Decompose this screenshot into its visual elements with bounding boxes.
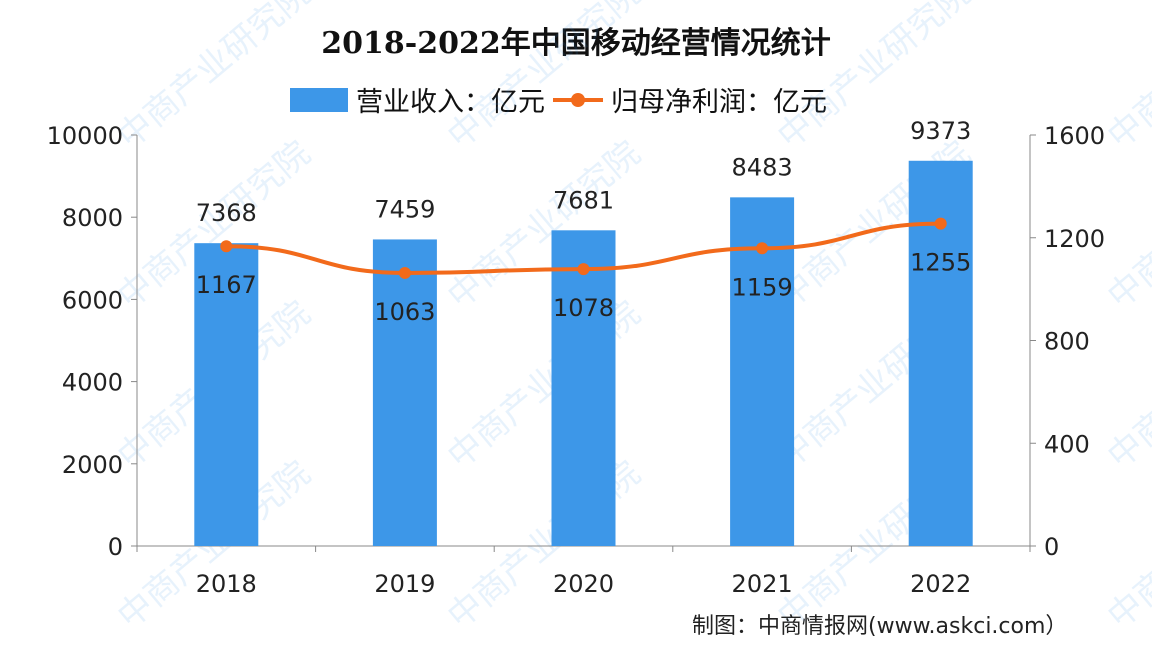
line-label: 1063 xyxy=(374,298,435,326)
bar-label: 7681 xyxy=(553,186,614,214)
profit-point-2021 xyxy=(756,242,769,255)
bar-2020 xyxy=(551,230,616,546)
watermark: 中商产业研究院 xyxy=(1100,453,1152,637)
x-tick-label: 2020 xyxy=(553,570,614,598)
bar-label: 7368 xyxy=(196,199,257,227)
line-label: 1159 xyxy=(732,273,793,301)
x-tick-label: 2019 xyxy=(374,570,435,598)
right-tick-label: 1600 xyxy=(1044,122,1105,150)
right-tick-label: 0 xyxy=(1044,533,1059,561)
left-tick-label: 2000 xyxy=(62,451,123,479)
watermark: 中商产业研究院 xyxy=(1100,133,1152,317)
watermark: 中商产业研究院 xyxy=(440,453,648,637)
bar-label: 8483 xyxy=(732,153,793,181)
watermark: 中商产业研究院 xyxy=(1100,293,1152,477)
watermark: 中商产业研究院 xyxy=(440,0,648,157)
left-tick-label: 4000 xyxy=(62,369,123,397)
left-tick-label: 6000 xyxy=(62,286,123,314)
watermark: 中商产业研究院 xyxy=(440,133,648,317)
left-tick-label: 8000 xyxy=(62,204,123,232)
bar-label: 7459 xyxy=(374,195,435,223)
source-note: 制图：中商情报网(www.askci.com） xyxy=(692,614,1068,639)
chart-title: 2018-2022年中国移动经营情况统计 xyxy=(321,26,831,61)
left-tick-label: 0 xyxy=(108,533,123,561)
right-tick-label: 400 xyxy=(1044,430,1090,458)
bar-2018 xyxy=(194,243,259,546)
bar-2021 xyxy=(730,197,795,546)
bar-2019 xyxy=(372,239,437,546)
legend-label-profit: 归母净利润：亿元 xyxy=(611,87,827,118)
left-tick-label: 10000 xyxy=(47,122,123,150)
profit-point-2020 xyxy=(577,263,590,276)
profit-point-2022 xyxy=(934,217,947,230)
bar-label: 9373 xyxy=(910,117,971,145)
x-tick-label: 2021 xyxy=(732,570,793,598)
x-tick-label: 2022 xyxy=(910,570,971,598)
watermark: 中商产业研究院 xyxy=(110,0,318,157)
line-label: 1167 xyxy=(196,271,257,299)
right-tick-label: 1200 xyxy=(1044,225,1105,253)
right-tick-label: 800 xyxy=(1044,328,1090,356)
legend: 营业收入：亿元 归母净利润：亿元 xyxy=(290,80,827,119)
profit-point-2019 xyxy=(398,266,411,279)
line-label: 1255 xyxy=(910,249,971,277)
watermark: 中商产业研究院 xyxy=(440,293,648,477)
legend-line-swatch xyxy=(553,92,603,107)
x-tick-label: 2018 xyxy=(196,570,257,598)
legend-label-revenue: 营业收入：亿元 xyxy=(356,87,545,118)
legend-bar-swatch xyxy=(290,87,348,112)
watermark: 中商产业研究院 xyxy=(1100,0,1152,157)
line-label: 1078 xyxy=(553,294,614,322)
profit-point-2018 xyxy=(220,240,233,253)
